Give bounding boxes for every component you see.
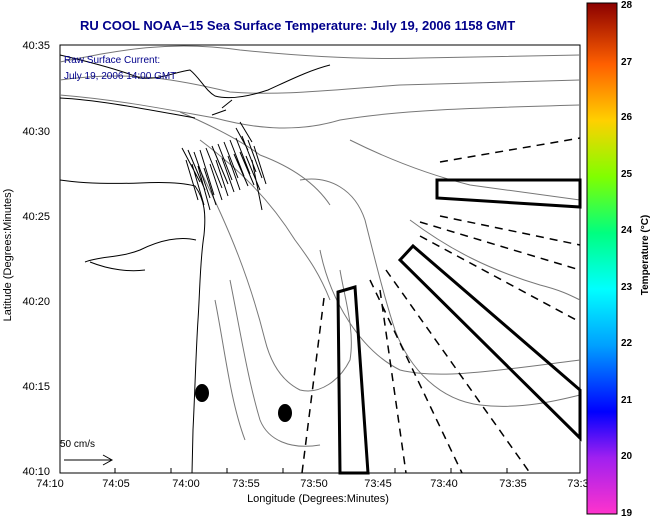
x-tick-label: 74:05: [102, 478, 130, 490]
roi-dashed-lines: [301, 137, 581, 474]
scale-label: 50 cm/s: [60, 439, 95, 450]
scale-arrow: [64, 454, 114, 466]
colorbar-tick-label: 26: [621, 112, 633, 123]
annotation-line-1: Raw Surface Current:: [64, 55, 160, 66]
surface-current-vectors: [181, 99, 267, 211]
colorbar-tick-label: 23: [621, 282, 633, 293]
x-tick-label: 73:35: [499, 478, 527, 490]
bathymetry-contours: [59, 45, 581, 447]
y-tick-label: 40:15: [22, 381, 50, 393]
y-tick-label: 40:10: [22, 466, 50, 478]
roi-boxes: [336, 178, 582, 475]
colorbar: [586, 2, 618, 515]
x-tick-label: 74:10: [36, 478, 64, 490]
x-axis-label: Longitude (Degrees:Minutes): [247, 493, 389, 505]
y-tick-label: 40:25: [22, 211, 50, 223]
x-tick-label: 74:00: [172, 478, 200, 490]
x-tick-label: 73:40: [430, 478, 458, 490]
y-tick-label: 40:20: [22, 296, 50, 308]
coastline: [59, 54, 331, 474]
y-axis: 40:35 40:30 40:25 40:20 40:15 40:10: [22, 40, 50, 478]
colorbar-ticks: 28 27 26 25 24 23 22 21 20 19: [621, 0, 633, 518]
x-tick-label: 73:3: [567, 478, 588, 490]
annotation-line-2: July 19, 2006 14:00 GMT: [64, 71, 176, 82]
x-tick-label: 73:45: [364, 478, 392, 490]
colorbar-tick-label: 22: [621, 338, 633, 349]
colorbar-tick-label: 20: [621, 451, 633, 462]
y-tick-label: 40:30: [22, 126, 50, 138]
colorbar-tick-label: 19: [621, 508, 633, 518]
x-tick-label: 73:55: [232, 478, 260, 490]
x-axis: 74:10 74:05 74:00 73:55 73:50 73:45 73:4…: [36, 468, 589, 490]
colorbar-tick-label: 27: [621, 57, 633, 68]
buoy-marker: [278, 404, 292, 422]
colorbar-tick-label: 28: [621, 0, 633, 11]
colorbar-tick-label: 21: [621, 395, 633, 406]
y-axis-label: Latitude (Degrees:Minutes): [2, 189, 14, 322]
colorbar-label: Temperature (°C): [640, 215, 651, 296]
buoy-marker: [195, 384, 209, 402]
map-frame: [59, 44, 581, 474]
colorbar-tick-label: 24: [621, 225, 633, 236]
map-title: RU COOL NOAA–15 Sea Surface Temperature:…: [80, 18, 516, 33]
colorbar-tick-label: 25: [621, 169, 633, 180]
y-tick-label: 40:35: [22, 40, 50, 52]
x-tick-label: 73:50: [300, 478, 328, 490]
